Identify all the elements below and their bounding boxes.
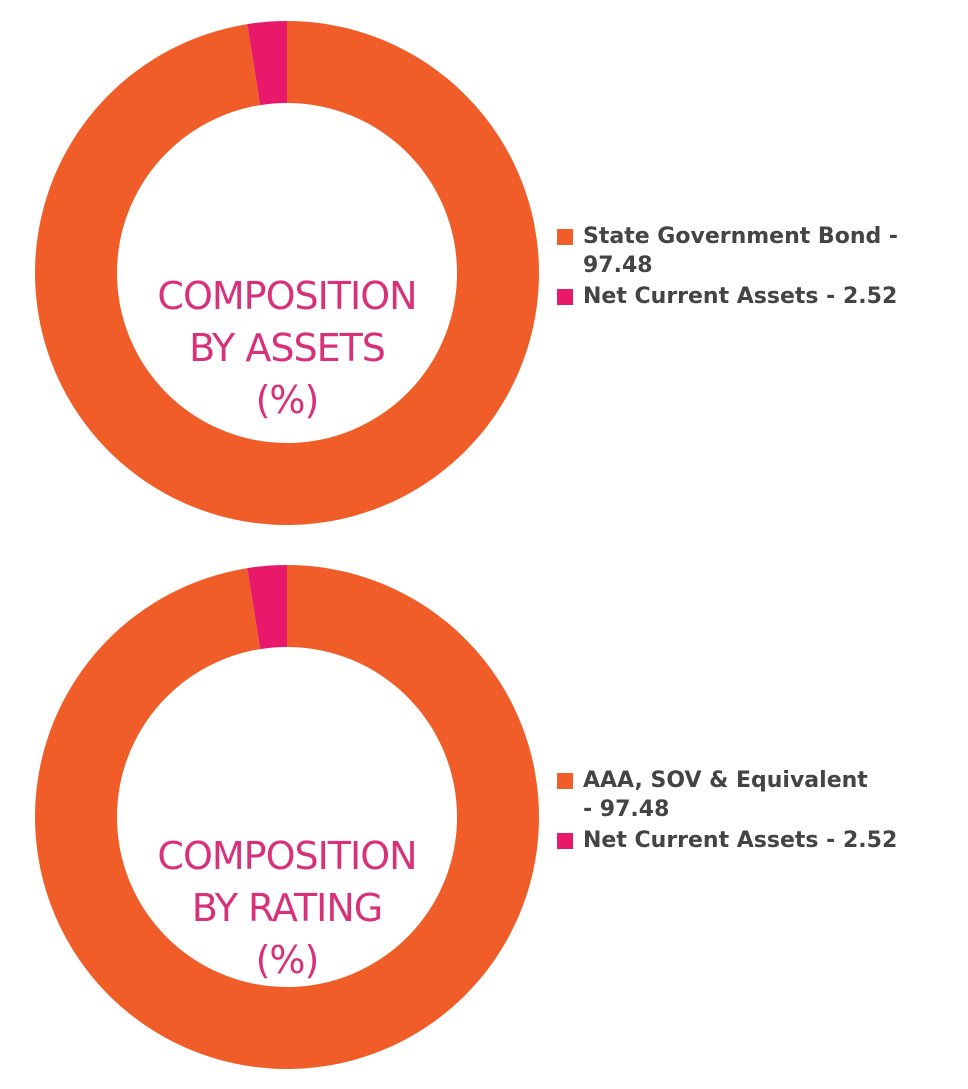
- assets-donut: [35, 21, 540, 525]
- donut-slice-1-1: [247, 565, 287, 650]
- rating-title-line-1: COMPOSITION: [157, 834, 417, 878]
- rating-title-line-2: BY RATING: [191, 886, 383, 930]
- rating-title-line-3: (%): [255, 938, 320, 982]
- legend-item-net-current-assets: Net Current Assets - 2.52: [557, 282, 957, 311]
- legend-item-state-government-bond: State Government Bond - 97.48: [557, 222, 957, 280]
- legend-label-state-government-bond: State Government Bond - 97.48: [583, 224, 899, 278]
- composition-by-rating-chart: COMPOSITION BY RATING (%) AAA, SOV & Equ…: [0, 544, 968, 1089]
- donut-slice-0-1: [247, 21, 287, 106]
- assets-title-line-1: COMPOSITION: [157, 274, 417, 318]
- rating-legend: AAA, SOV & Equivalent - 97.48 Net Curren…: [557, 766, 957, 857]
- legend-swatch-state-government-bond: [557, 229, 573, 245]
- assets-legend: State Government Bond - 97.48 Net Curren…: [557, 222, 957, 313]
- assets-title-line-3: (%): [255, 378, 320, 422]
- legend-swatch-net-current-assets: [557, 289, 573, 305]
- donut-slice-1-0: [35, 565, 540, 1069]
- legend-item-aaa-sov-equivalent: AAA, SOV & Equivalent - 97.48: [557, 766, 957, 824]
- legend-label-net-current-assets: Net Current Assets - 2.52: [583, 284, 898, 309]
- legend-label-net-current-assets-rating: Net Current Assets - 2.52: [583, 828, 898, 853]
- assets-title-line-2: BY ASSETS: [189, 326, 386, 370]
- legend-swatch-aaa-sov-equivalent: [557, 773, 573, 789]
- assets-center-title: COMPOSITION BY ASSETS (%): [107, 270, 467, 426]
- donut-slice-0-0: [35, 21, 540, 525]
- legend-item-net-current-assets-rating: Net Current Assets - 2.52: [557, 826, 957, 855]
- legend-swatch-net-current-assets-rating: [557, 833, 573, 849]
- rating-donut: [35, 565, 540, 1069]
- composition-by-assets-chart: COMPOSITION BY ASSETS (%) State Governme…: [35, 21, 957, 525]
- rating-center-title: COMPOSITION BY RATING (%): [107, 830, 467, 986]
- legend-label-aaa-sov-equivalent: AAA, SOV & Equivalent - 97.48: [583, 768, 868, 822]
